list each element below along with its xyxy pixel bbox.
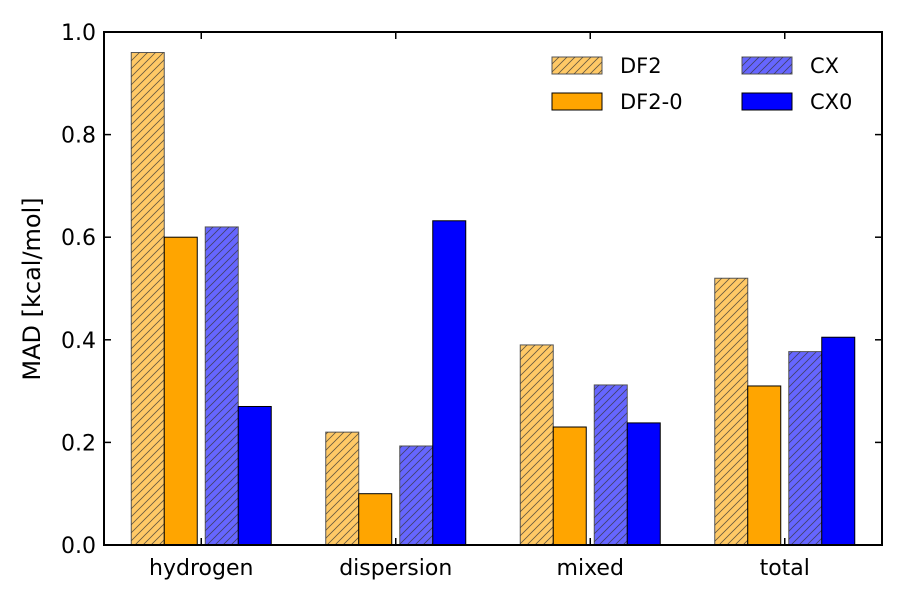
y-tick-label: 0.0 (61, 534, 96, 559)
legend-swatch-cx0 (741, 92, 793, 111)
bar-df2-0-mixed (552, 426, 587, 546)
bar-hatch-cx-hydrogen (205, 226, 239, 545)
bar-hatch-df2-mixed (520, 344, 554, 545)
bar-cx0-mixed (626, 422, 661, 546)
x-tick-label-hydrogen: hydrogen (149, 556, 253, 581)
y-tick-label: 0.4 (61, 329, 96, 354)
bar-df2-0-total (747, 385, 782, 546)
bar-cx0-hydrogen (237, 405, 272, 546)
legend-label-df2: DF2 (620, 54, 662, 78)
bar-hatch-df2-hydrogen (131, 52, 165, 546)
y-tick-label: 0.8 (61, 124, 96, 149)
legend-label-df2-0: DF2-0 (620, 90, 683, 114)
bars-group (130, 52, 856, 546)
y-tick-label: 0.6 (61, 226, 96, 251)
y-tick-label: 0.2 (61, 431, 96, 456)
bar-df2-0-hydrogen (163, 236, 198, 546)
bar-cx0-total (821, 336, 856, 546)
bar-hatch-cx-dispersion (399, 445, 433, 545)
legend-swatch-df2-0 (551, 92, 603, 111)
bar-hatch-df2-dispersion (325, 432, 359, 545)
y-tick-label: 1.0 (61, 21, 96, 46)
x-tick-label-mixed: mixed (557, 556, 624, 581)
legend-swatch-hatch-cx (742, 57, 792, 74)
bar-hatch-df2-total (714, 278, 748, 545)
legend-label-cx: CX (810, 54, 839, 78)
bar-df2-0-dispersion (358, 493, 393, 546)
x-tick-label-total: total (760, 556, 810, 581)
legend-label-cx0: CX0 (810, 90, 852, 114)
legend-swatch-hatch-df2 (552, 57, 602, 74)
y-axis-label: MAD [kcal/mol] (18, 197, 46, 380)
legend: DF2 DF2-0 CX CX0 (551, 54, 852, 114)
x-tick-label-dispersion: dispersion (339, 556, 452, 581)
plot-frame (103, 31, 883, 546)
bar-hatch-cx-total (788, 351, 822, 545)
bar-cx0-dispersion (432, 220, 467, 546)
axes-group: 0.0 0.2 0.4 0.6 0.8 1.0 hydrogen dispersion mixe… (61, 21, 883, 581)
bar-hatch-cx-mixed (594, 384, 628, 545)
